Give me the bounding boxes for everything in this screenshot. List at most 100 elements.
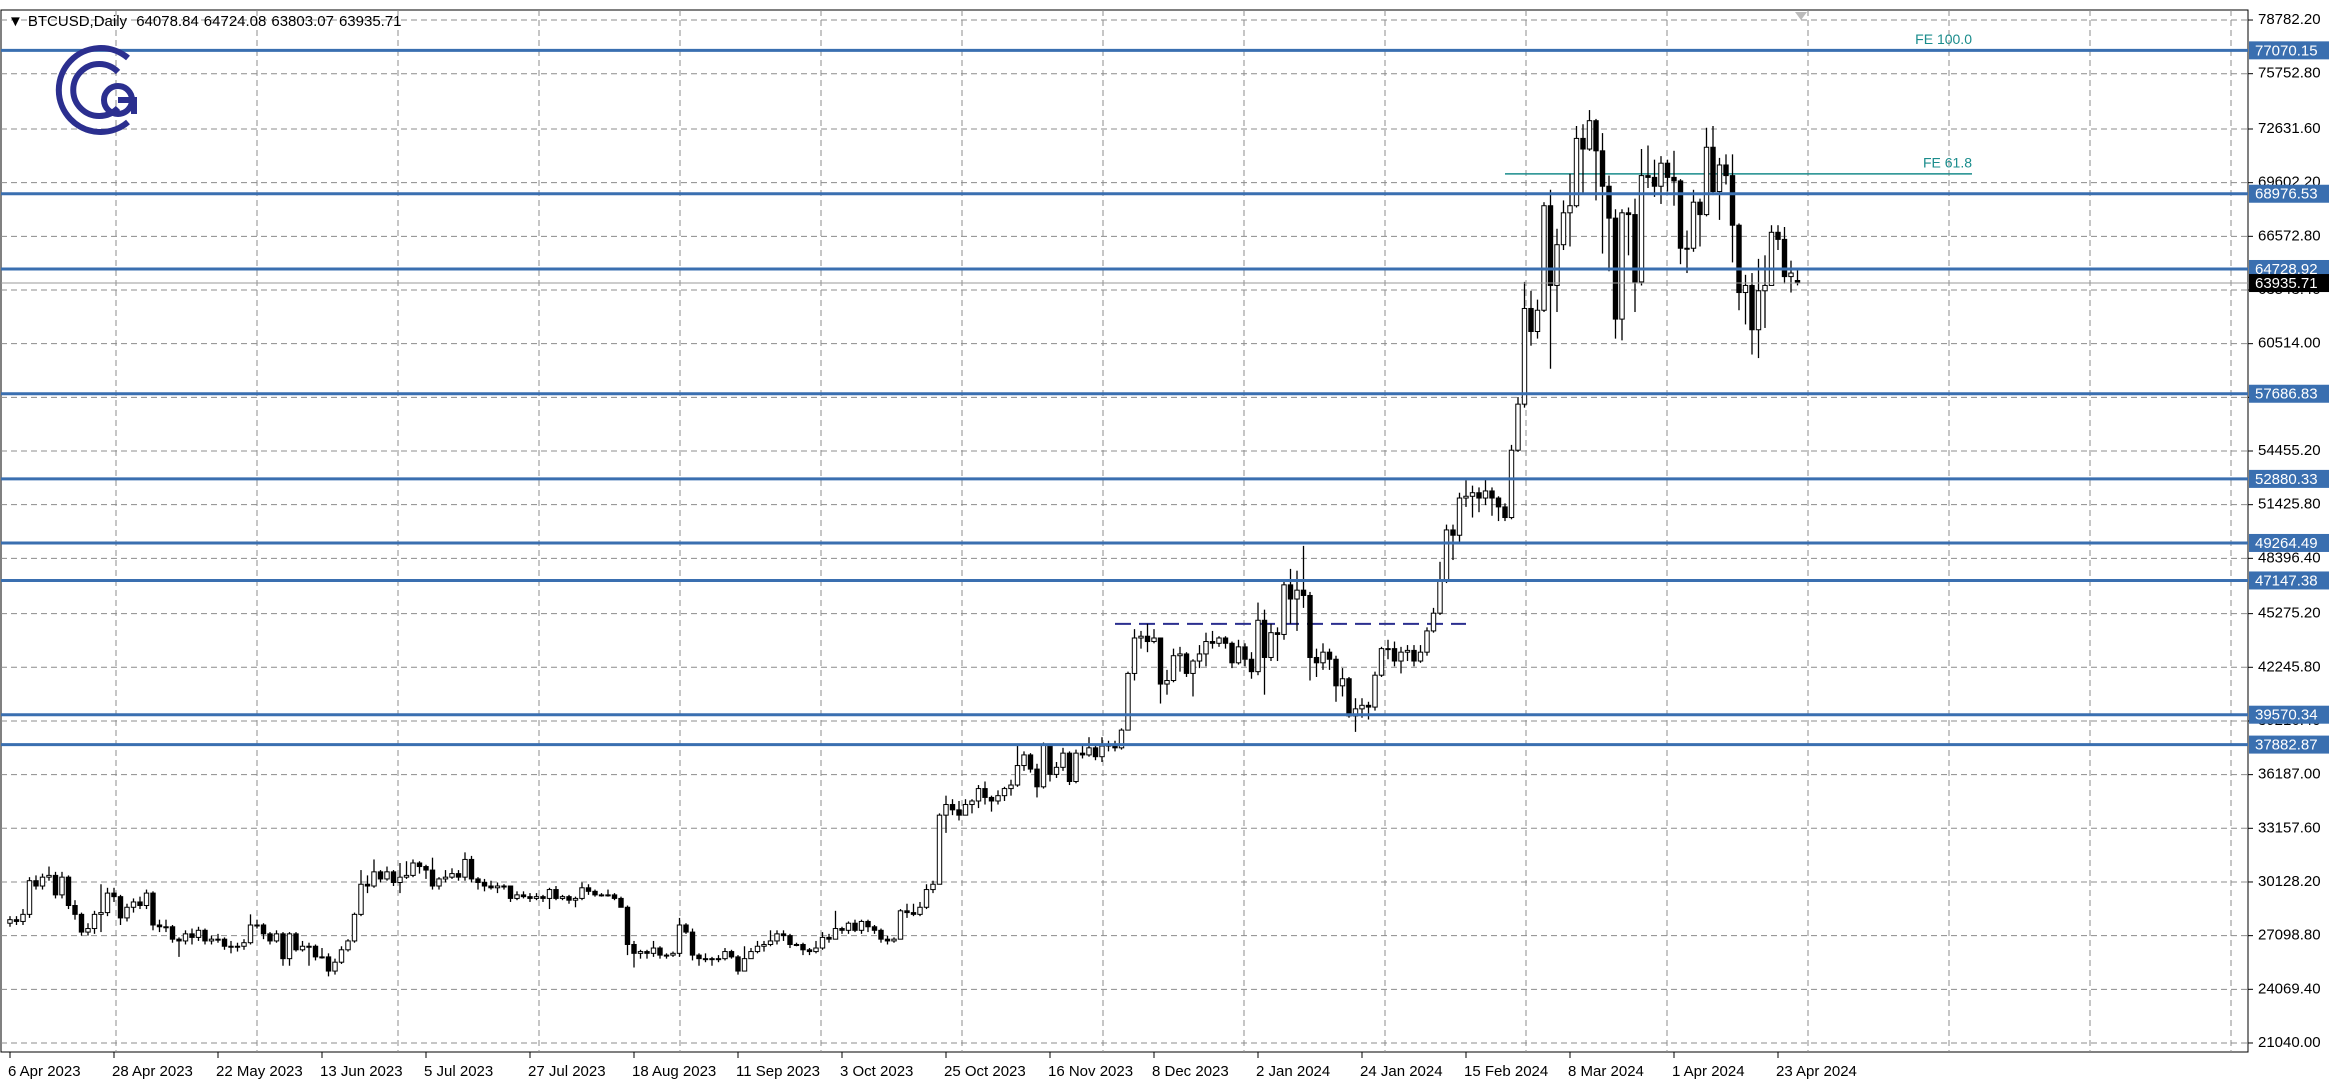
candle-body xyxy=(1073,752,1079,782)
candle-body xyxy=(1690,201,1697,249)
candle-body xyxy=(1495,497,1502,508)
candle-body xyxy=(767,940,774,945)
candle-body xyxy=(728,951,735,958)
x-tick-label: 15 Feb 2024 xyxy=(1464,1063,1548,1080)
candle-body xyxy=(995,795,1001,802)
candle-body xyxy=(436,878,442,887)
candle-body xyxy=(299,945,306,951)
candle-body xyxy=(1508,449,1515,519)
x-tick-label: 5 Jul 2023 xyxy=(424,1063,493,1080)
x-tick-label: 6 Apr 2023 xyxy=(8,1063,81,1080)
candle-body xyxy=(468,858,475,880)
candle-body xyxy=(1294,589,1300,600)
candle-body xyxy=(488,885,494,889)
fe-label: FE 61.8 xyxy=(1923,155,1972,171)
candle-body xyxy=(1541,205,1547,311)
candle-body xyxy=(1606,185,1612,219)
candle-body xyxy=(897,910,904,940)
candle-body xyxy=(351,913,358,942)
candle-body xyxy=(494,885,501,889)
candle-body xyxy=(1047,743,1053,775)
candle-body xyxy=(1645,175,1651,178)
candle-body xyxy=(202,929,208,942)
candle-body xyxy=(793,943,800,946)
candle-body xyxy=(1450,529,1456,536)
ohlc-close: 63935.71 xyxy=(338,13,402,30)
ohlc-high: 64724.08 xyxy=(203,13,267,30)
level-label-box xyxy=(2249,184,2329,203)
candle-body xyxy=(540,896,546,899)
candle-body xyxy=(1463,495,1469,499)
candle-body xyxy=(1209,641,1216,644)
candle-body xyxy=(1131,637,1138,674)
candle-body xyxy=(124,906,130,919)
candle-body xyxy=(1092,747,1099,758)
candle-body xyxy=(1567,205,1573,214)
candle-body xyxy=(442,876,449,880)
candle-body xyxy=(605,894,611,897)
candle-body xyxy=(377,871,384,880)
x-tick-label: 27 Jul 2023 xyxy=(528,1063,606,1080)
level-label: 57686.83 xyxy=(2255,386,2318,403)
candle-body xyxy=(1261,619,1268,658)
y-tick-label: 42245.80 xyxy=(2258,658,2321,675)
candle-body xyxy=(1326,651,1333,660)
level-label: 47147.38 xyxy=(2255,572,2318,589)
candle-body xyxy=(1216,637,1222,644)
y-tick-label: 45275.20 xyxy=(2258,605,2321,622)
candle-body xyxy=(150,892,156,926)
candle-body xyxy=(481,881,488,887)
x-tick-label: 2 Jan 2024 xyxy=(1256,1063,1330,1080)
candle-body xyxy=(345,940,351,951)
candle-body xyxy=(364,883,371,887)
y-tick-label: 51425.80 xyxy=(2258,496,2321,513)
candle-body xyxy=(397,876,403,883)
candle-body xyxy=(826,936,832,940)
candle-body xyxy=(130,901,137,908)
candle-body xyxy=(20,913,26,922)
candle-body xyxy=(195,929,202,938)
candle-body xyxy=(312,945,319,958)
logo xyxy=(55,45,137,135)
candle-body xyxy=(566,896,572,901)
candle-body xyxy=(507,885,514,899)
candle-body xyxy=(845,922,852,931)
candle-body xyxy=(189,933,195,938)
candle-body xyxy=(59,876,65,896)
candle-body xyxy=(787,935,793,945)
candle-body xyxy=(611,894,618,899)
candle-body xyxy=(1391,648,1398,662)
candle-body xyxy=(858,920,865,931)
candle-body xyxy=(137,901,143,907)
candle-body xyxy=(865,920,871,928)
candle-body xyxy=(52,874,59,896)
candle-body xyxy=(1560,212,1567,246)
candle-body xyxy=(1027,754,1034,770)
candle-body xyxy=(1664,162,1671,178)
candle-body xyxy=(702,958,709,961)
candle-body xyxy=(26,880,33,915)
candle-body xyxy=(949,804,956,811)
candle-body xyxy=(969,800,975,806)
candle-body xyxy=(1736,224,1742,294)
candle-body xyxy=(33,880,39,887)
candle-body xyxy=(358,883,364,915)
candle-body xyxy=(338,949,345,963)
candle-body xyxy=(1151,637,1157,643)
candle-body xyxy=(598,894,605,897)
candle-body xyxy=(1164,680,1170,685)
candle-body xyxy=(1755,290,1762,331)
candle-body xyxy=(1788,272,1794,278)
candle-body xyxy=(1775,231,1781,240)
candle-body xyxy=(1677,180,1684,249)
candle-body xyxy=(1040,743,1047,788)
candle-body xyxy=(1762,284,1768,292)
x-tick-label: 3 Oct 2023 xyxy=(840,1063,913,1080)
candle-body xyxy=(46,874,52,878)
candle-body xyxy=(988,796,995,802)
candle-body xyxy=(241,942,247,947)
candle-body xyxy=(709,958,715,961)
candle-body xyxy=(1287,584,1294,600)
logo-g xyxy=(118,97,137,114)
candle-body xyxy=(1443,529,1450,582)
